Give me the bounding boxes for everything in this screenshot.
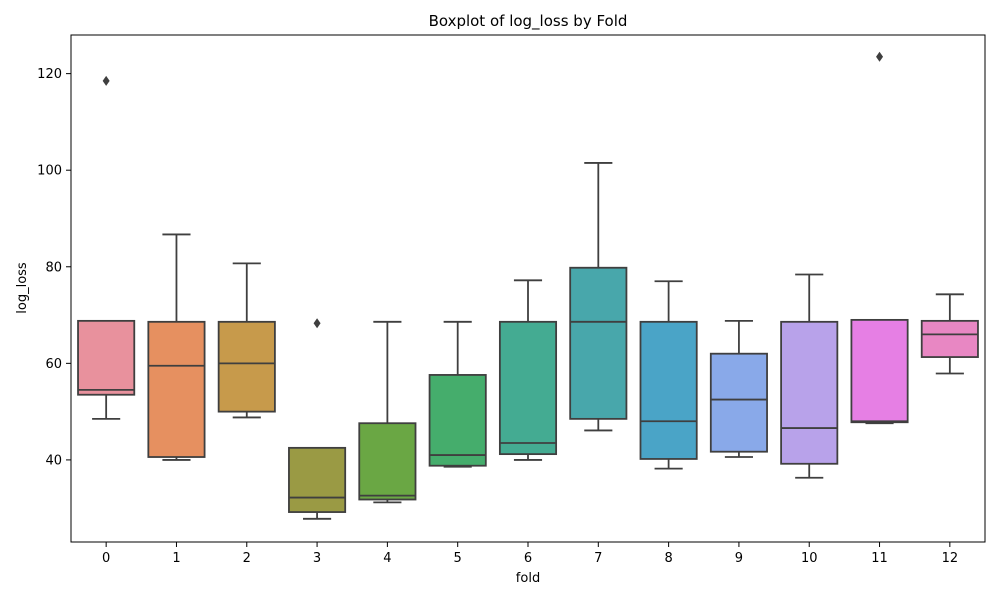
x-tick-label: 3 (313, 551, 321, 566)
box-fold-7 (569, 162, 628, 432)
box-body (428, 374, 487, 467)
box-fold-10 (780, 273, 839, 479)
y-tick-label: 120 (37, 67, 62, 82)
outlier-point (876, 51, 884, 62)
box-fold-1 (147, 233, 206, 461)
box-body (850, 318, 909, 424)
x-axis: 0 1 2 3 4 5 6 7 8 9 10 11 12 (102, 542, 958, 566)
box-body (639, 320, 698, 460)
box-body (217, 320, 276, 413)
x-tick-label: 12 (942, 551, 959, 566)
outlier-point (313, 318, 321, 329)
x-tick-label: 7 (594, 551, 602, 566)
plot-area (77, 51, 979, 520)
x-tick-label: 4 (383, 551, 391, 566)
y-tick-label: 100 (37, 164, 62, 179)
x-tick-label: 9 (735, 551, 743, 566)
box-fold-9 (709, 319, 768, 458)
box-body (147, 320, 206, 458)
y-axis: 40 60 80 100 120 (37, 67, 71, 468)
x-tick-label: 8 (664, 551, 672, 566)
y-tick-label: 40 (45, 453, 62, 468)
x-tick-label: 5 (454, 551, 462, 566)
box-body (920, 319, 979, 358)
box-body (780, 320, 839, 465)
outlier-point (102, 75, 110, 86)
box-fold-8 (639, 280, 698, 470)
box-body (358, 422, 417, 501)
box-fold-6 (498, 279, 558, 461)
y-axis-label: log_loss (15, 262, 30, 314)
y-tick-label: 60 (45, 357, 62, 372)
y-tick-label: 80 (45, 260, 62, 275)
box-body (288, 446, 347, 513)
box-fold-3 (288, 318, 347, 520)
box-body (569, 266, 628, 420)
x-tick-label: 2 (243, 551, 251, 566)
box-body (709, 352, 768, 453)
x-tick-label: 0 (102, 551, 110, 566)
x-tick-label: 11 (871, 551, 888, 566)
box-fold-5 (428, 320, 487, 468)
x-tick-label: 1 (172, 551, 180, 566)
box-fold-0 (77, 75, 136, 420)
x-axis-label: fold (516, 571, 540, 586)
box-body (77, 319, 136, 396)
x-tick-label: 6 (524, 551, 532, 566)
box-fold-11 (850, 51, 909, 425)
x-tick-label: 10 (801, 551, 818, 566)
box-body (498, 320, 558, 456)
box-fold-12 (920, 293, 979, 375)
chart-title: Boxplot of log_loss by Fold (429, 12, 628, 31)
box-fold-4 (358, 320, 417, 504)
box-fold-2 (217, 262, 276, 419)
